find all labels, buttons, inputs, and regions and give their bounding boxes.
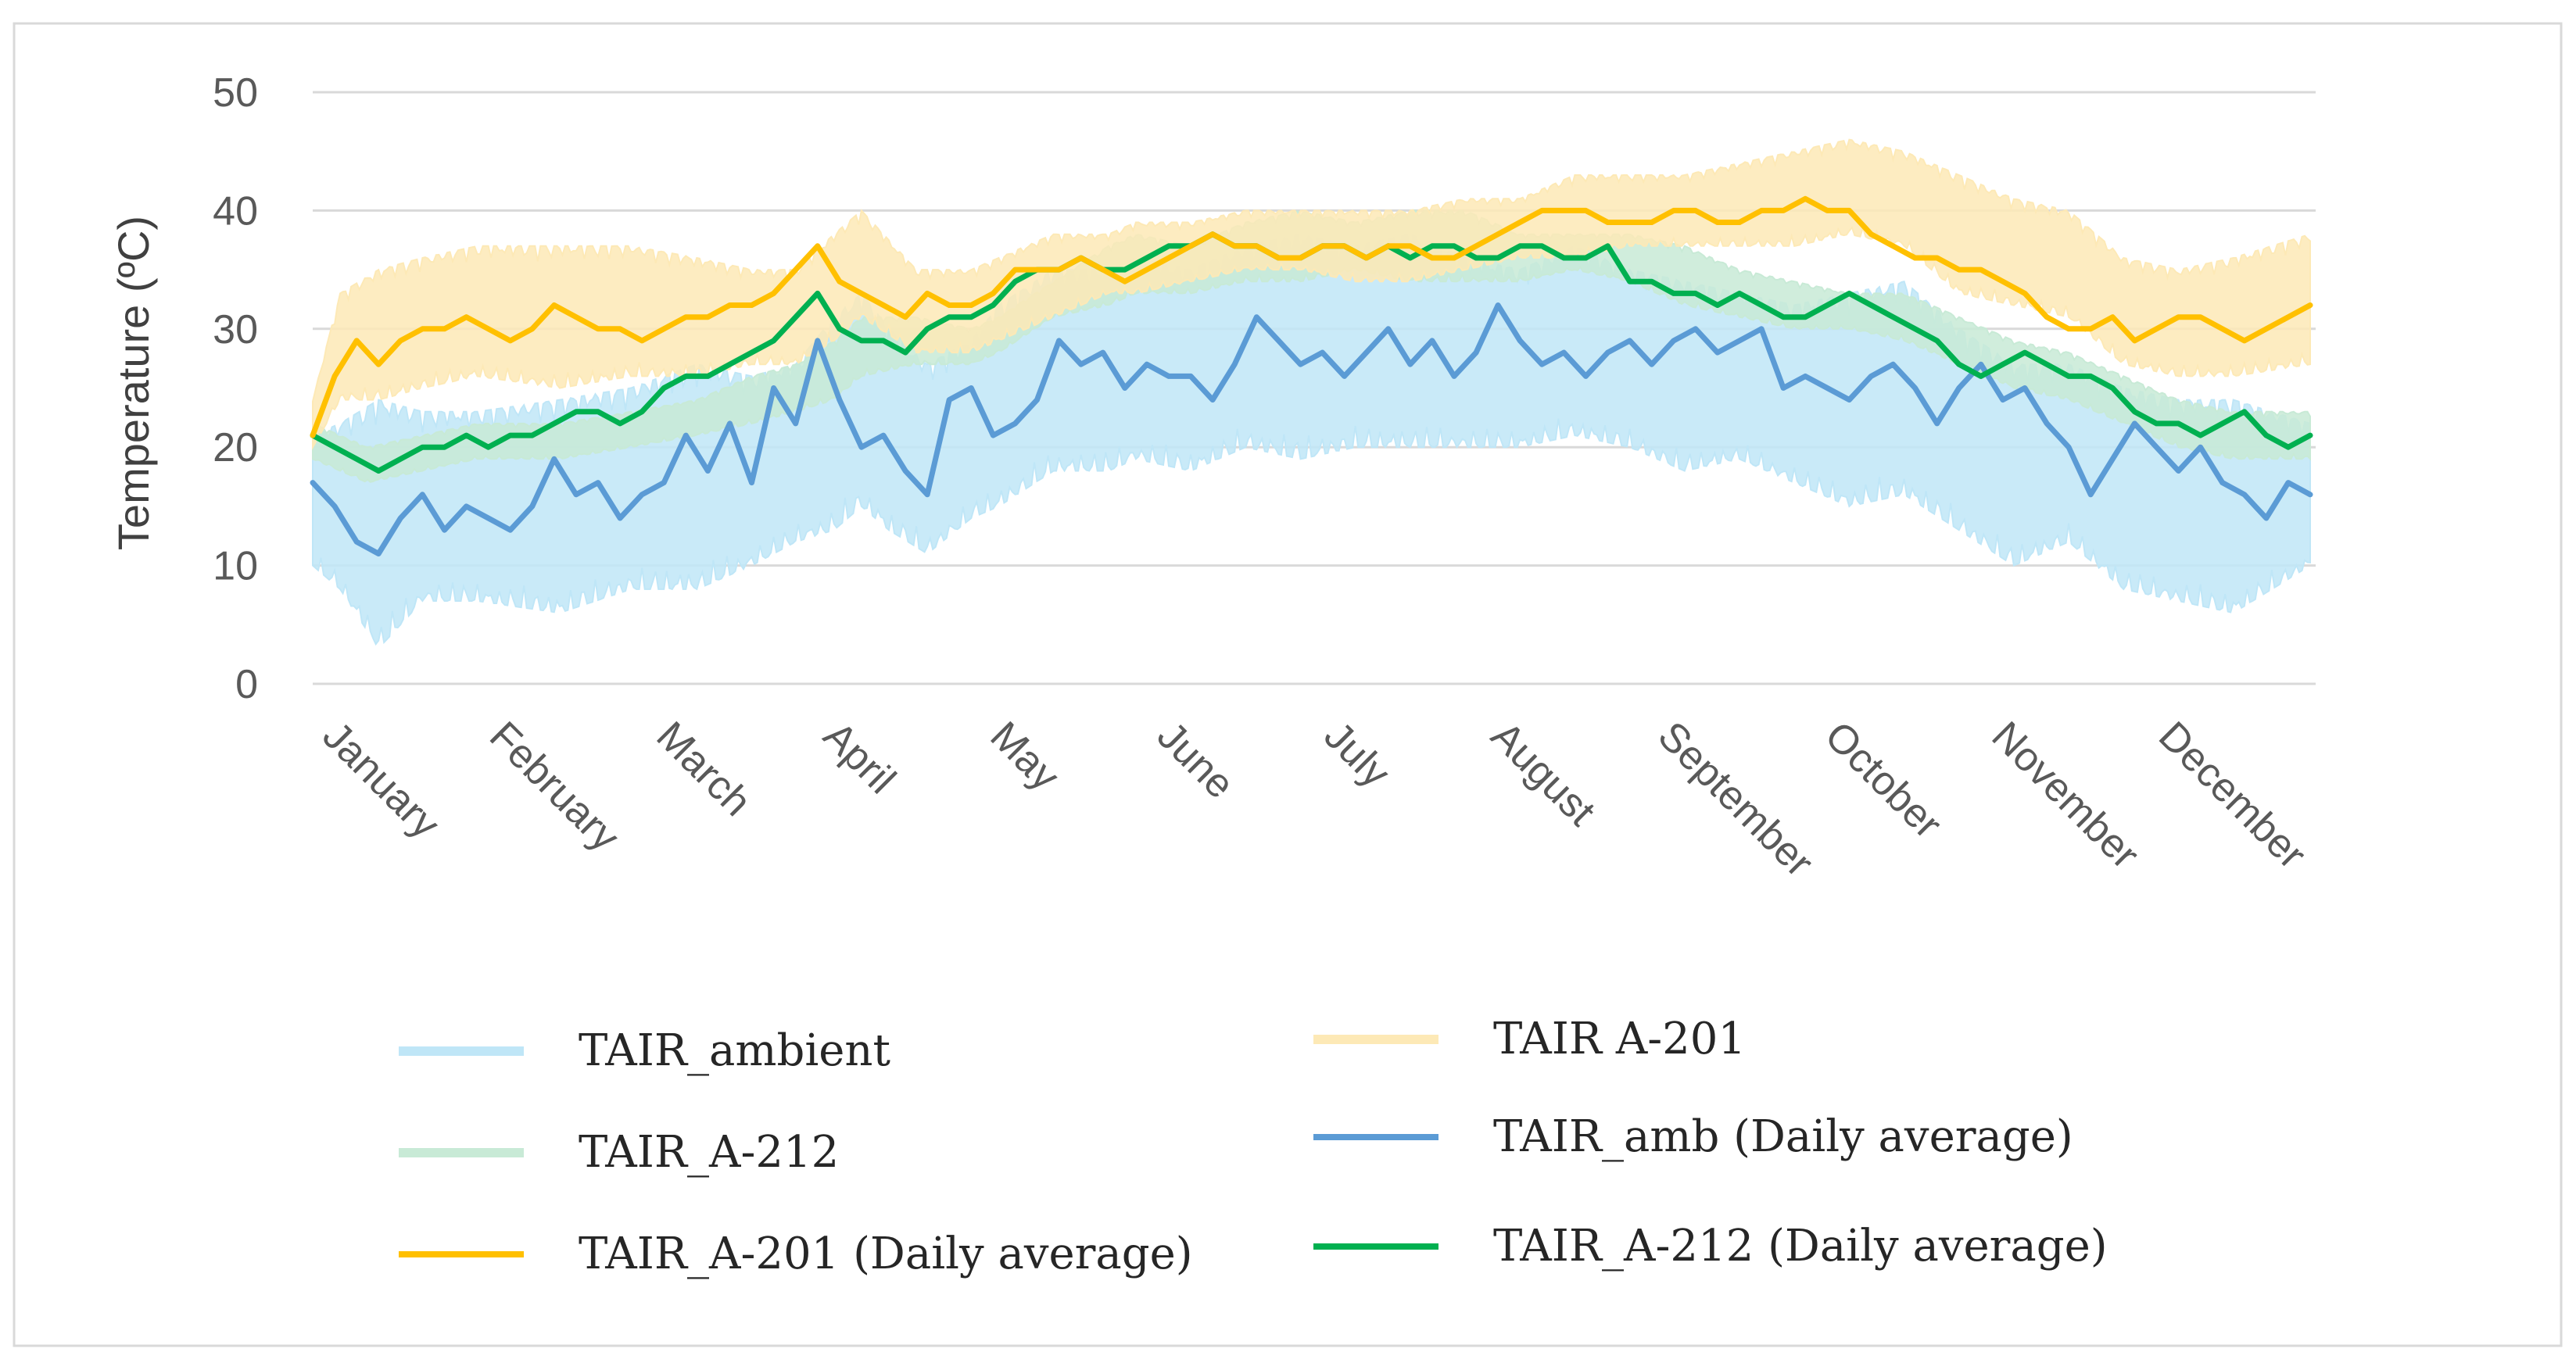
legend-label: TAIR_amb (Daily average) — [1493, 1111, 2073, 1162]
legend-label: TAIR_A-201 (Daily average) — [579, 1229, 1193, 1279]
hourly-bands — [312, 138, 2311, 646]
band-tair-a-201 — [312, 138, 2311, 450]
y-tick-label: 30 — [213, 307, 258, 352]
y-tick-label: 0 — [235, 662, 258, 707]
y-tick-label: 10 — [213, 544, 258, 589]
y-tick-label: 20 — [213, 425, 258, 470]
line-tair-amb-daily-average- — [310, 302, 2313, 556]
y-tick-label: 50 — [213, 70, 258, 116]
y-tick-label: 40 — [213, 188, 258, 234]
line-tair-a-201-daily-average- — [310, 195, 2313, 438]
daily-average-lines — [310, 195, 2313, 556]
legend: TAIR_ambient TAIR A-201 TAIR_A-212 TAIR_amb… — [399, 1014, 2108, 1279]
y-axis-title: Temperature (ºC) — [109, 216, 158, 550]
legend-label: TAIR A-201 — [1493, 1014, 1746, 1064]
legend-label: TAIR_A-212 — [579, 1127, 839, 1178]
legend-label: TAIR_ambient — [579, 1025, 890, 1076]
legend-label: TAIR_A-212 (Daily average) — [1493, 1221, 2108, 1272]
y-tick-labels: 0 10 20 30 40 50 — [213, 70, 258, 707]
